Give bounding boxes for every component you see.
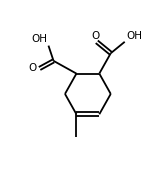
Text: OH: OH [126, 31, 142, 40]
Text: O: O [91, 31, 100, 40]
Text: OH: OH [31, 34, 47, 44]
Text: O: O [29, 63, 37, 74]
